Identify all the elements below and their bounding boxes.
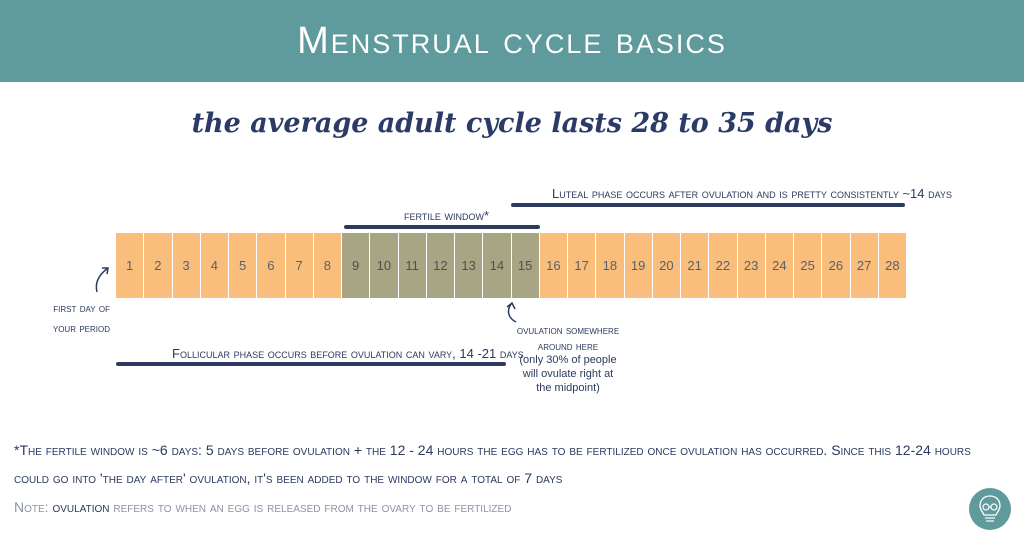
first-day-note-line2: your period xyxy=(52,321,110,335)
ovulation-note: ovulation somewhere around here xyxy=(510,322,626,354)
luteal-phase-bar xyxy=(511,203,905,207)
day-cell-24: 24 xyxy=(765,233,794,298)
day-cell-1: 1 xyxy=(116,233,145,298)
note-prefix: Note: xyxy=(14,499,49,515)
fertile-window-label: fertile window* xyxy=(404,208,490,223)
day-cell-19: 19 xyxy=(624,233,653,298)
day-cell-13: 13 xyxy=(455,233,484,298)
subtitle: the average adult cycle lasts 28 to 35 d… xyxy=(191,108,833,139)
follicular-phase-bar xyxy=(116,362,506,366)
day-cell-21: 21 xyxy=(681,233,710,298)
first-day-note-line1: first day of xyxy=(53,301,110,315)
note-text: refers to when an egg is released from t… xyxy=(113,499,512,515)
ovulation-note-line1: ovulation somewhere xyxy=(516,323,620,337)
day-cell-14: 14 xyxy=(483,233,512,298)
day-cell-10: 10 xyxy=(370,233,399,298)
day-cell-20: 20 xyxy=(652,233,681,298)
day-cell-11: 11 xyxy=(398,233,427,298)
day-cell-3: 3 xyxy=(172,233,201,298)
page-title: Menstrual cycle basics xyxy=(297,19,727,62)
first-day-arrow-icon xyxy=(95,267,109,293)
note-keyword: ovulation xyxy=(52,499,110,515)
day-cell-16: 16 xyxy=(539,233,568,298)
day-cell-5: 5 xyxy=(229,233,258,298)
day-cell-9: 9 xyxy=(342,233,371,298)
day-cell-26: 26 xyxy=(822,233,851,298)
luteal-phase-label: Luteal phase occurs after ovulation and … xyxy=(552,186,952,201)
fertile-window-bar xyxy=(344,225,540,229)
day-cell-25: 25 xyxy=(794,233,823,298)
day-cell-7: 7 xyxy=(285,233,314,298)
day-cell-27: 27 xyxy=(850,233,879,298)
day-cell-23: 23 xyxy=(737,233,766,298)
ovulation-note-line2: around here xyxy=(537,339,599,353)
day-cell-12: 12 xyxy=(426,233,455,298)
day-cell-17: 17 xyxy=(568,233,597,298)
day-cell-22: 22 xyxy=(709,233,738,298)
day-cell-6: 6 xyxy=(257,233,286,298)
ovulation-arrow-icon xyxy=(506,301,517,323)
brand-logo xyxy=(969,488,1011,530)
cycle-day-strip: 1 2 3 4 5 6 7 8 9 10 11 12 13 14 15 16 17 18 19 20 21 22 23 24 2… xyxy=(116,233,907,298)
day-cell-28: 28 xyxy=(878,233,907,298)
day-cell-15: 15 xyxy=(511,233,540,298)
header-banner: Menstrual cycle basics xyxy=(0,0,1024,82)
fertile-window-footnote: *The fertile window is ~6 days: 5 days b… xyxy=(14,442,971,486)
first-day-note: first day of your period xyxy=(40,298,110,338)
day-cell-2: 2 xyxy=(144,233,173,298)
day-cell-8: 8 xyxy=(313,233,342,298)
ovulation-detail: (only 30% of people will ovulate right a… xyxy=(519,354,617,394)
follicular-phase-label: Follicular phase occurs before ovulation… xyxy=(172,346,524,361)
lightbulb-glasses-icon xyxy=(979,495,1001,522)
day-cell-18: 18 xyxy=(596,233,625,298)
day-cell-4: 4 xyxy=(200,233,229,298)
ovulation-definition-note: Note: ovulation refers to when an egg is… xyxy=(14,499,511,515)
